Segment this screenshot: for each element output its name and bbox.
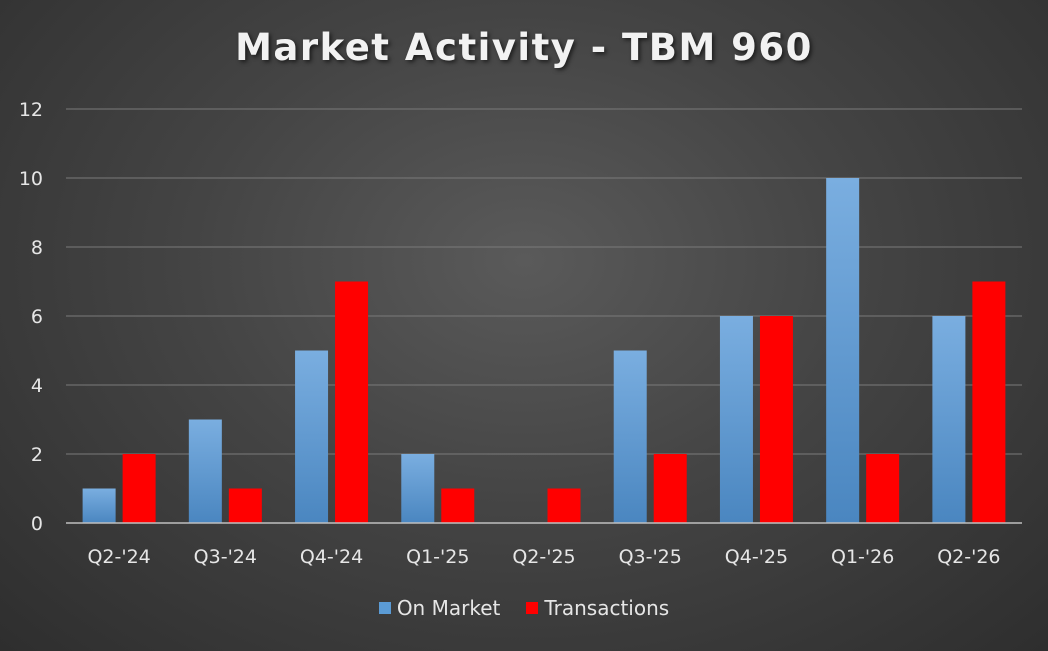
gridlines <box>66 108 1022 455</box>
bar-on-market <box>932 316 966 523</box>
legend-label-transactions: Transactions <box>544 596 670 620</box>
y-tick-label: 12 <box>19 99 43 121</box>
legend-item-transactions[interactable]: Transactions <box>526 596 669 620</box>
bar-on-market <box>826 178 860 523</box>
x-tick-label: Q4-'25 <box>725 546 788 568</box>
bars <box>82 178 1006 523</box>
legend-swatch-transactions <box>526 602 539 614</box>
legend-swatch-on-market <box>378 602 391 614</box>
bar-transactions <box>866 454 900 523</box>
bar-transactions <box>228 488 262 523</box>
bar-transactions <box>653 454 687 523</box>
bar-transactions <box>759 316 793 523</box>
bar-on-market <box>188 419 222 523</box>
legend-label-on-market: On Market <box>396 596 501 620</box>
x-tick-label: Q2-'24 <box>87 546 150 568</box>
bar-transactions <box>547 488 581 523</box>
bar-on-market <box>719 316 753 523</box>
bar-on-market <box>401 454 435 523</box>
bar-on-market <box>295 350 329 523</box>
x-tick-label: Q1-'25 <box>406 546 469 568</box>
x-tick-label: Q2-'26 <box>937 546 1000 568</box>
bar-transactions <box>335 281 369 523</box>
bar-on-market <box>613 350 647 523</box>
bar-transactions <box>441 488 475 523</box>
axes: 0 2 4 6 8 10 12 Q2-'24 Q3-'24 Q4-'24 Q1-'25 Q2-'25 Q… <box>19 99 1022 568</box>
bar-on-market <box>82 488 116 523</box>
y-tick-label: 2 <box>31 444 43 466</box>
legend: On Market Transactions <box>0 596 1048 620</box>
chart-title: Market Activity - TBM 960 <box>235 26 813 69</box>
y-tick-label: 0 <box>31 513 43 535</box>
y-tick-label: 10 <box>19 168 43 190</box>
x-tick-label: Q3-'25 <box>619 546 682 568</box>
y-tick-label: 6 <box>31 306 43 328</box>
y-tick-label: 8 <box>31 237 43 259</box>
bar-transactions <box>122 454 156 523</box>
y-tick-label: 4 <box>31 375 43 397</box>
legend-item-on-market[interactable]: On Market <box>378 596 501 620</box>
bar-transactions <box>972 281 1006 523</box>
x-tick-label: Q4-'24 <box>300 546 363 568</box>
x-tick-label: Q1-'26 <box>831 546 894 568</box>
x-tick-label: Q3-'24 <box>194 546 257 568</box>
x-tick-label: Q2-'25 <box>512 546 575 568</box>
